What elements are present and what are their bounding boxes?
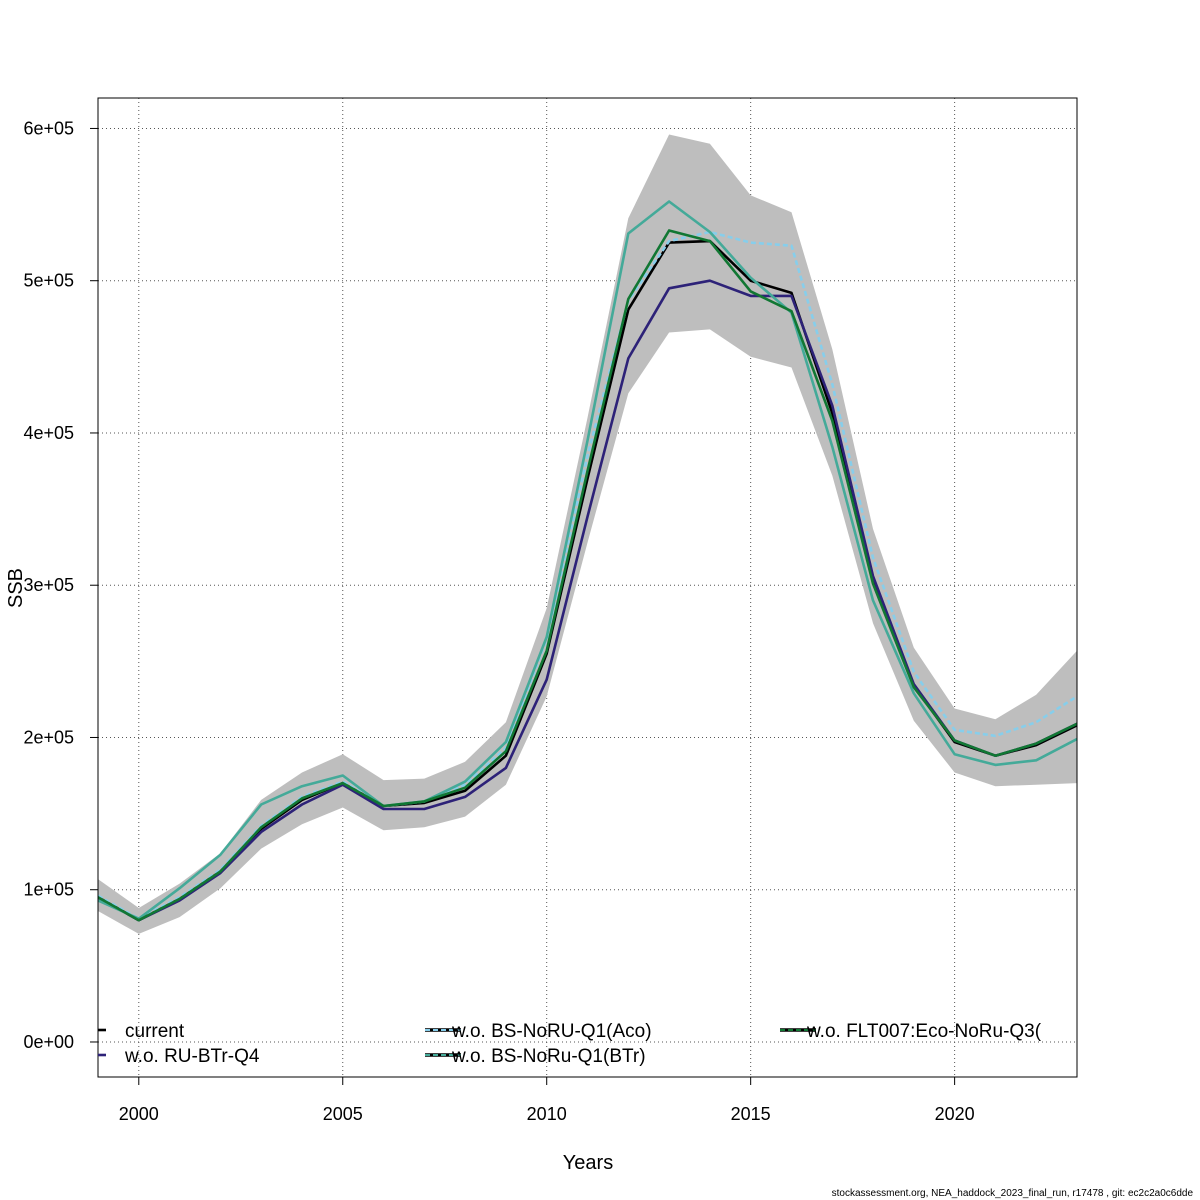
series-line-4 — [98, 229, 1077, 922]
y-tick-label: 2e+05 — [23, 727, 74, 747]
confidence-band — [98, 134, 1077, 934]
legend-label: w.o. FLT007:Eco-NoRu-Q3( — [806, 1021, 1042, 1042]
plot-frame — [97, 97, 1078, 1078]
footer-credit: stockassessment.org, NEA_haddock_2023_fi… — [832, 1188, 1194, 1199]
legend-item: w.o. RU-BTr-Q4 — [98, 1046, 260, 1067]
legend-label: w.o. BS-NoRu-Q1(BTr) — [451, 1046, 646, 1067]
series-line-2 — [98, 230, 1077, 921]
x-axis: 2000 2005 2010 2015 2020 — [119, 1077, 975, 1124]
legend-label: w.o. BS-NoRU-Q1(Aco) — [451, 1021, 652, 1042]
x-tick-label: 2010 — [527, 1104, 567, 1124]
x-tick-label: 2000 — [119, 1104, 159, 1124]
x-tick-label: 2015 — [731, 1104, 771, 1124]
y-axis-title: SSB — [5, 568, 27, 608]
legend-item: current — [98, 1021, 185, 1042]
y-tick-label: 4e+05 — [23, 423, 74, 443]
y-tick-label: 0e+00 — [23, 1032, 74, 1052]
legend-item: w.o. BS-NoRu-Q1(BTr) — [425, 1046, 646, 1067]
x-axis-title: Years — [563, 1152, 613, 1174]
y-tick-label: 6e+05 — [23, 118, 74, 138]
y-tick-label: 1e+05 — [23, 880, 74, 900]
series-line-3 — [98, 200, 1077, 921]
y-tick-label: 5e+05 — [23, 271, 74, 291]
legend: current w.o. RU-BTr-Q4 w.o. BS-NoRU-Q1(Aco… — [98, 1021, 1042, 1067]
legend-item: w.o. BS-NoRU-Q1(Aco) — [425, 1021, 652, 1042]
x-tick-label: 2005 — [323, 1104, 363, 1124]
legend-item: w.o. FLT007:Eco-NoRu-Q3( — [780, 1021, 1042, 1042]
legend-label: current — [125, 1021, 185, 1042]
y-tick-label: 3e+05 — [23, 575, 74, 595]
grid — [98, 98, 1077, 1077]
y-axis: 0e+00 1e+05 2e+05 3e+05 4e+05 5e+05 6e+05 — [23, 118, 98, 1052]
x-tick-label: 2020 — [935, 1104, 975, 1124]
series-line-0 — [98, 239, 1077, 922]
legend-label: w.o. RU-BTr-Q4 — [124, 1046, 260, 1067]
